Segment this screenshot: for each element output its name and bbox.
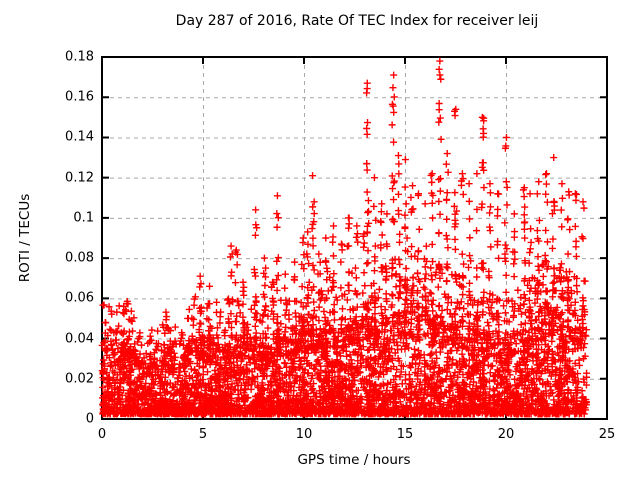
y-tick-label: 0.18 (65, 49, 94, 65)
y-axis-label: ROTI / TECUs (17, 193, 33, 283)
y-tick-label: 0 (85, 411, 94, 427)
y-tick-label: 0.12 (65, 170, 94, 186)
x-tick-label: 5 (198, 427, 208, 442)
x-tick-label: 25 (598, 427, 616, 442)
x-tick-label: 20 (497, 427, 515, 442)
y-tick-label: 0.08 (65, 250, 94, 266)
y-tick-label: 0.06 (65, 290, 94, 306)
chart-title: Day 287 of 2016, Rate Of TEC Index for r… (175, 13, 539, 29)
y-tick-label: 0.14 (65, 129, 94, 145)
x-axis-label: GPS time / hours (297, 452, 411, 468)
y-tick-label: 0.02 (65, 371, 94, 387)
y-tick-label: 0.04 (65, 331, 94, 347)
y-tick-label: 0.16 (65, 89, 94, 105)
x-tick-label: 0 (97, 427, 107, 442)
y-tick-label: 0.1 (73, 210, 94, 226)
x-tick-label: 10 (295, 427, 313, 442)
x-tick-label: 15 (396, 427, 414, 442)
